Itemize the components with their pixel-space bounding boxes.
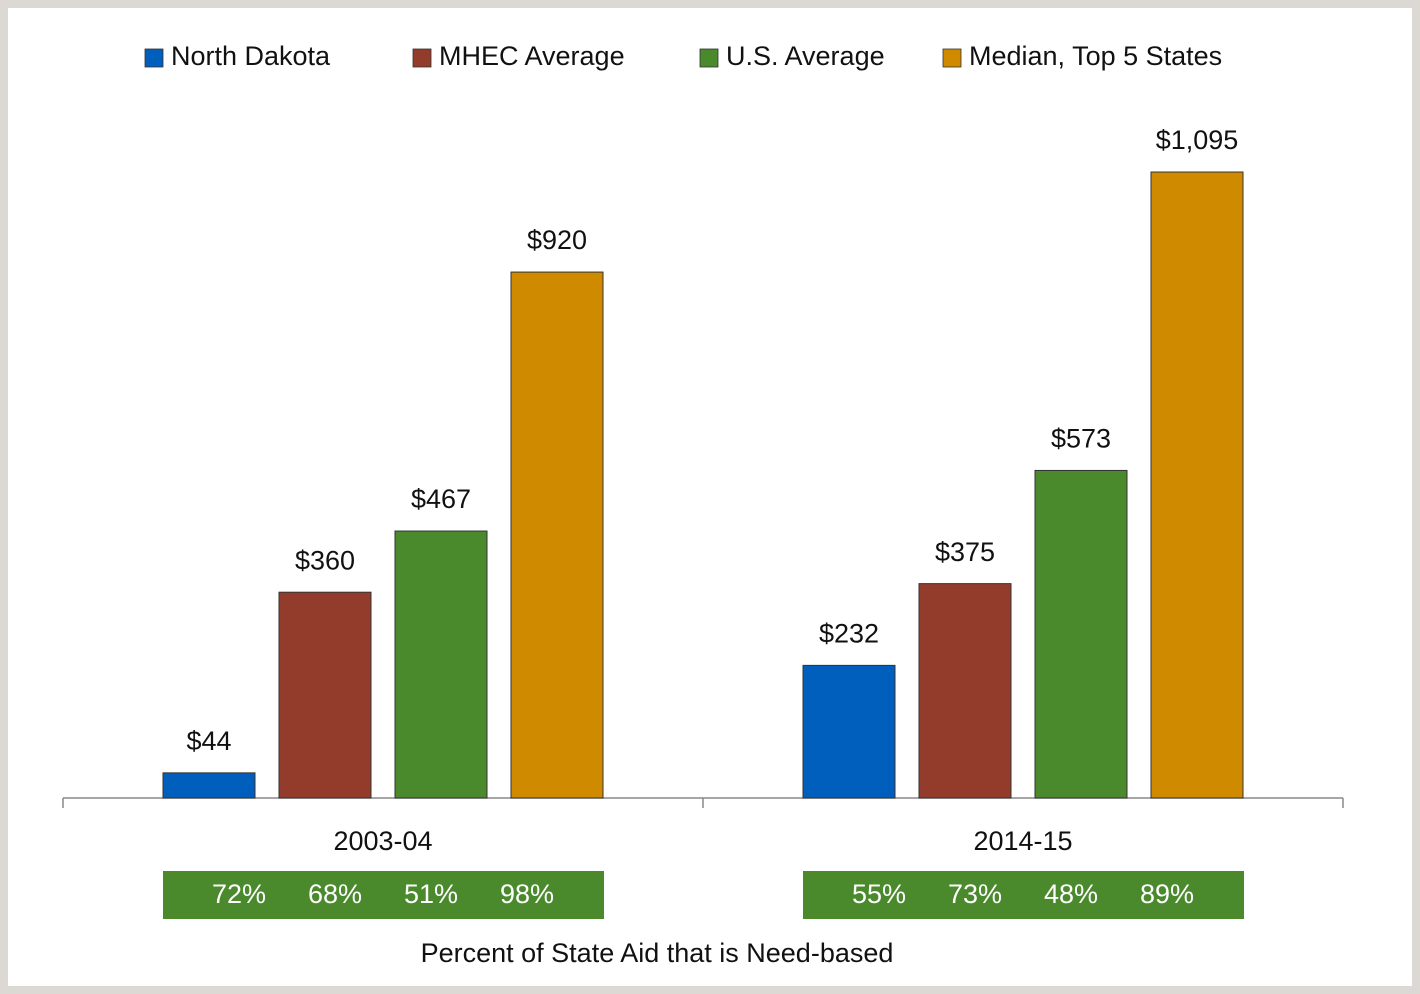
legend-label: Median, Top 5 States <box>969 41 1222 71</box>
bar <box>278 591 372 799</box>
need-based-box <box>803 871 1244 919</box>
need-based-label: 55% <box>852 879 906 909</box>
data-label: $1,095 <box>1156 125 1239 155</box>
need-based-label: 68% <box>308 879 362 909</box>
legend-swatch <box>699 48 719 68</box>
need-based-label: 73% <box>948 879 1002 909</box>
need-based-label: 98% <box>500 879 554 909</box>
x-tick-label: 2003-04 <box>333 826 432 856</box>
legend-label: U.S. Average <box>726 41 885 71</box>
data-label: $573 <box>1051 424 1111 454</box>
legend-swatch <box>942 48 962 68</box>
bar <box>1034 469 1128 799</box>
need-based-label: 51% <box>404 879 458 909</box>
need-based-box <box>163 871 604 919</box>
bar <box>394 530 488 799</box>
legend-label: North Dakota <box>171 41 331 71</box>
bar <box>510 271 604 799</box>
need-based-title: Percent of State Aid that is Need-based <box>421 938 894 968</box>
data-label: $467 <box>411 484 471 514</box>
legend-label: MHEC Average <box>439 41 625 71</box>
need-based-label: 48% <box>1044 879 1098 909</box>
data-label: $375 <box>935 537 995 567</box>
need-based-label: 89% <box>1140 879 1194 909</box>
data-label: $920 <box>527 225 587 255</box>
bar <box>162 772 256 799</box>
bar <box>802 664 896 799</box>
data-label: $44 <box>186 726 231 756</box>
data-label: $232 <box>819 618 879 648</box>
need-based-label: 72% <box>212 879 266 909</box>
x-tick-label: 2014-15 <box>973 826 1072 856</box>
bar <box>918 583 1012 799</box>
data-label: $360 <box>295 545 355 575</box>
legend-swatch <box>412 48 432 68</box>
bar <box>1150 171 1244 799</box>
legend-swatch <box>144 48 164 68</box>
